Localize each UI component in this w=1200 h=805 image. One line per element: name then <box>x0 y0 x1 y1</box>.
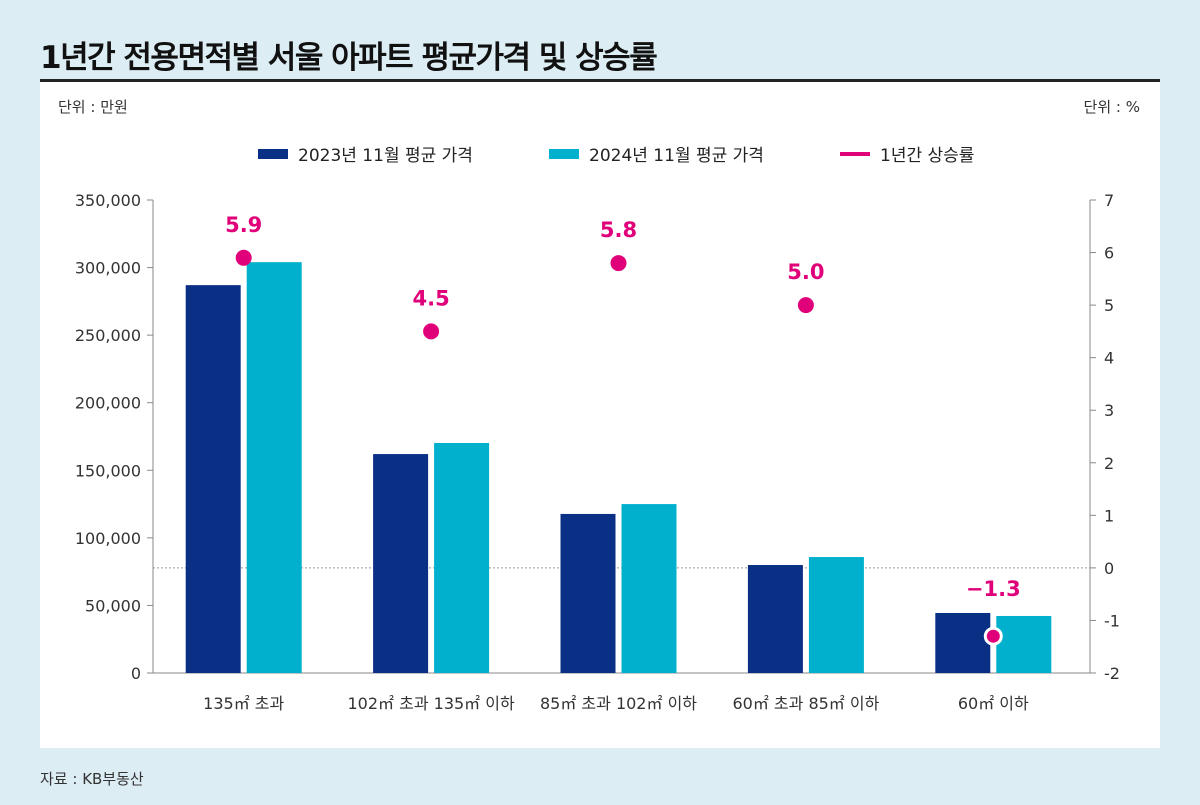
rate-point <box>983 626 1003 646</box>
bar-2024 <box>621 504 677 673</box>
left-tick-label: 50,000 <box>85 596 141 615</box>
legend-label: 2024년 11월 평균 가격 <box>589 146 764 166</box>
legend-swatch <box>549 149 579 159</box>
left-tick-label: 200,000 <box>75 394 141 413</box>
right-tick-label: -1 <box>1104 611 1120 630</box>
rate-point <box>797 297 814 314</box>
bar-2023 <box>935 612 991 673</box>
right-tick-label: -2 <box>1104 664 1120 683</box>
category-label: 102㎡ 초과 135㎡ 이하 <box>347 694 514 713</box>
rate-point <box>610 255 627 272</box>
legend-swatch <box>840 152 870 156</box>
rate-label: 5.0 <box>787 260 824 284</box>
legend-swatch <box>258 149 288 159</box>
bar-2023 <box>747 565 803 673</box>
unit-right: 단위 : % <box>1084 98 1140 116</box>
legend-label: 1년간 상승률 <box>880 146 974 166</box>
category-label: 85㎡ 초과 102㎡ 이하 <box>540 694 697 713</box>
right-tick-label: 1 <box>1104 506 1114 525</box>
bar-2023 <box>373 454 429 673</box>
right-tick-label: 6 <box>1104 244 1114 263</box>
rate-label: 5.9 <box>225 213 262 237</box>
left-tick-label: 150,000 <box>75 461 141 480</box>
title-rule <box>40 79 1160 82</box>
plot-area: 0 50,000 100,000 150,000 200,000 250,000 300,0… <box>75 191 1120 713</box>
right-tick-label: 2 <box>1104 454 1114 473</box>
rate-label: 4.5 <box>412 286 449 310</box>
bar-2024 <box>246 262 302 673</box>
unit-left: 단위 : 만원 <box>58 98 128 116</box>
right-tick-label: 5 <box>1104 296 1114 315</box>
chart-title: 1년간 전용면적별 서울 아파트 평균가격 및 상승률 <box>40 40 658 76</box>
left-tick-label: 250,000 <box>75 326 141 345</box>
bar-2024 <box>996 615 1052 673</box>
left-tick-label: 300,000 <box>75 259 141 278</box>
category-label: 60㎡ 이하 <box>958 694 1029 713</box>
rate-point <box>423 323 440 340</box>
bar-2024 <box>434 442 490 673</box>
left-tick-label: 350,000 <box>75 191 141 210</box>
rate-label: −1.3 <box>966 577 1021 601</box>
rate-label: 5.8 <box>600 218 637 242</box>
legend: 2023년 11월 평균 가격 2024년 11월 평균 가격 1년간 상승률 <box>258 146 974 166</box>
bar-2024 <box>808 557 864 673</box>
right-tick-label: 7 <box>1104 191 1114 210</box>
rate-point <box>235 249 252 266</box>
left-tick-label: 100,000 <box>75 529 141 548</box>
right-tick-label: 4 <box>1104 349 1114 368</box>
source-note: 자료 : KB부동산 <box>40 770 144 788</box>
bar-2023 <box>185 285 241 673</box>
legend-label: 2023년 11월 평균 가격 <box>298 146 473 166</box>
category-label: 60㎡ 초과 85㎡ 이하 <box>732 694 879 713</box>
right-tick-label: 0 <box>1104 559 1114 578</box>
right-tick-label: 3 <box>1104 401 1114 420</box>
left-tick-label: 0 <box>131 664 141 683</box>
category-label: 135㎡ 초과 <box>203 694 284 713</box>
bar-2023 <box>560 513 616 673</box>
